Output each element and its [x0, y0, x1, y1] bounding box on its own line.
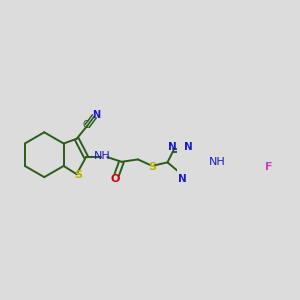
- Text: N: N: [92, 110, 100, 120]
- Text: N: N: [178, 174, 187, 184]
- Text: S: S: [74, 170, 82, 180]
- Text: NH: NH: [94, 152, 111, 161]
- Text: NH: NH: [208, 157, 225, 167]
- Text: F: F: [265, 161, 273, 172]
- Text: N: N: [184, 142, 193, 152]
- Text: N: N: [168, 142, 177, 152]
- Text: O: O: [110, 175, 120, 184]
- Text: S: S: [148, 161, 156, 172]
- Text: C: C: [82, 120, 89, 130]
